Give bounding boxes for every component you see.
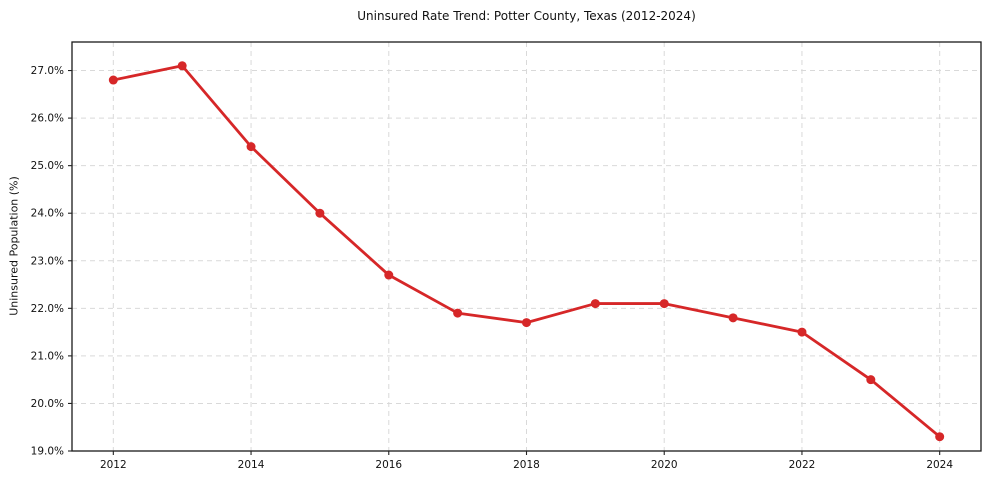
data-point-marker bbox=[659, 299, 669, 309]
y-axis-tick-label: 21.0% bbox=[31, 350, 64, 362]
chart-title: Uninsured Rate Trend: Potter County, Tex… bbox=[357, 9, 696, 23]
data-point-marker bbox=[453, 308, 463, 318]
data-point-marker bbox=[384, 270, 394, 280]
data-point-marker bbox=[728, 313, 738, 323]
data-point-marker bbox=[108, 75, 118, 85]
data-point-marker bbox=[590, 299, 600, 309]
data-point-marker bbox=[315, 208, 325, 218]
x-axis-tick-label: 2018 bbox=[513, 459, 540, 471]
data-point-marker bbox=[866, 375, 876, 385]
data-point-marker bbox=[246, 142, 256, 152]
y-axis-tick-label: 27.0% bbox=[31, 65, 64, 77]
data-point-marker bbox=[797, 327, 807, 337]
y-axis-tick-label: 23.0% bbox=[31, 255, 64, 267]
y-axis-tick-label: 25.0% bbox=[31, 160, 64, 172]
y-axis-tick-label: 26.0% bbox=[31, 113, 64, 125]
axes-box bbox=[71, 41, 982, 452]
x-axis-tick-label: 2012 bbox=[100, 459, 127, 471]
x-axis-tick-label: 2014 bbox=[238, 459, 265, 471]
data-point-marker bbox=[522, 318, 531, 328]
y-axis-tick-label: 22.0% bbox=[31, 303, 64, 315]
y-axis-tick-label: 24.0% bbox=[31, 208, 64, 220]
x-axis-tick-label: 2022 bbox=[789, 459, 816, 471]
y-axis-tick-label: 20.0% bbox=[31, 398, 64, 410]
y-axis-tick-label: 19.0% bbox=[31, 446, 64, 458]
x-axis-tick-label: 2024 bbox=[926, 459, 953, 471]
data-point-marker bbox=[935, 432, 945, 442]
x-axis-tick-label: 2020 bbox=[651, 459, 678, 471]
data-point-marker bbox=[177, 61, 187, 71]
x-axis-tick-label: 2016 bbox=[375, 459, 402, 471]
